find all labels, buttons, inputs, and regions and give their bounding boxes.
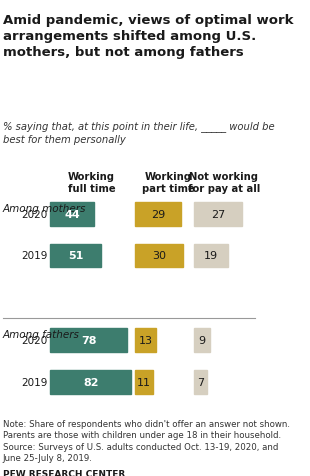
Text: 2020: 2020 — [21, 336, 48, 346]
Bar — [194, 244, 228, 268]
Text: 29: 29 — [151, 210, 165, 220]
Bar — [50, 244, 101, 268]
Text: Working
full time: Working full time — [68, 172, 115, 193]
Text: Note: Share of respondents who didn't offer an answer not shown.
Parents are tho: Note: Share of respondents who didn't of… — [2, 419, 290, 462]
Bar — [194, 329, 210, 353]
Text: PEW RESEARCH CENTER: PEW RESEARCH CENTER — [2, 469, 125, 476]
Text: 11: 11 — [137, 377, 151, 387]
Text: 27: 27 — [211, 210, 225, 220]
Text: 19: 19 — [204, 251, 218, 261]
Text: Working
part time: Working part time — [142, 172, 195, 193]
Bar — [135, 370, 153, 394]
Bar — [135, 244, 183, 268]
Text: 7: 7 — [197, 377, 204, 387]
Text: 2019: 2019 — [21, 377, 48, 387]
Text: Amid pandemic, views of optimal work
arrangements shifted among U.S.
mothers, bu: Amid pandemic, views of optimal work arr… — [2, 14, 293, 59]
Bar — [50, 370, 131, 394]
Bar — [194, 370, 207, 394]
Text: Not working
for pay at all: Not working for pay at all — [188, 172, 260, 193]
Text: 2020: 2020 — [21, 210, 48, 220]
Text: 82: 82 — [83, 377, 99, 387]
Bar — [50, 203, 94, 227]
Bar — [50, 329, 127, 353]
Bar — [194, 203, 242, 227]
Text: 78: 78 — [81, 336, 96, 346]
Text: Among mothers: Among mothers — [2, 204, 86, 214]
Text: 2019: 2019 — [21, 251, 48, 261]
Bar — [135, 203, 181, 227]
Text: 9: 9 — [199, 336, 206, 346]
Text: 51: 51 — [68, 251, 83, 261]
Text: 30: 30 — [152, 251, 166, 261]
Text: % saying that, at this point in their life, _____ would be
best for them persona: % saying that, at this point in their li… — [2, 121, 274, 145]
Text: 44: 44 — [64, 210, 80, 220]
Text: Among fathers: Among fathers — [2, 330, 79, 340]
Bar — [135, 329, 156, 353]
Text: 13: 13 — [139, 336, 153, 346]
